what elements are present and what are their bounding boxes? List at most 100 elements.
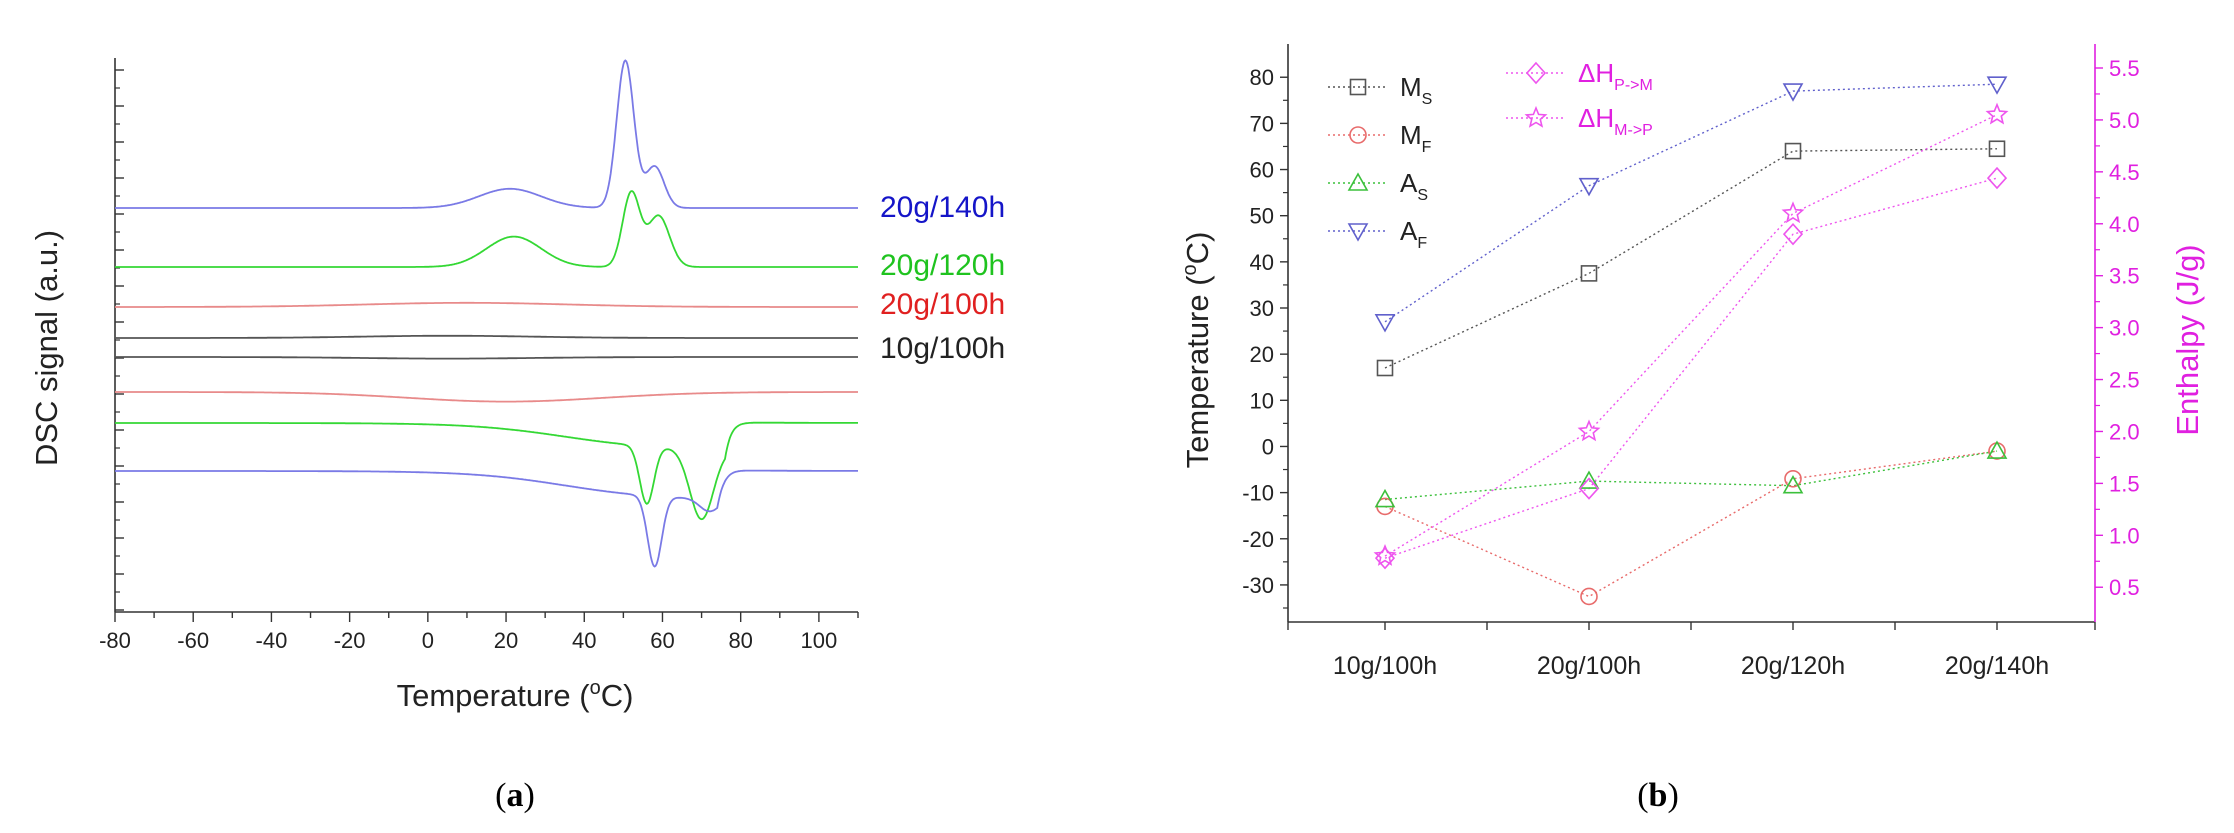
- marker-star: [1373, 544, 1397, 566]
- panel-b-y-tick-label: 80: [1250, 65, 1274, 90]
- panel-a-series-label: 10g/100h: [880, 332, 1005, 365]
- marker-triangle-up: [1782, 475, 1804, 494]
- panel-b-axes: [1280, 44, 2103, 630]
- panel-a-curve-heating: [115, 59, 858, 209]
- panel-a-x-tick-label: 60: [650, 628, 674, 653]
- panel-b-series-line: [1384, 450, 1998, 598]
- panel-a-curve-cooling: [115, 391, 858, 403]
- legend-label: AS: [1400, 168, 1428, 204]
- panel-a-curve-heating: [115, 190, 858, 268]
- panel-b-y2-tick-label: 4.0: [2109, 212, 2140, 237]
- panel-b-y2-tick-label: 1.5: [2109, 471, 2140, 496]
- marker-diamond: [1525, 61, 1547, 85]
- marker-circle: [1784, 469, 1802, 488]
- panel-b-y-tick-label: -10: [1242, 481, 1274, 506]
- panel-b-x-tick-label: 20g/140h: [1945, 652, 2049, 680]
- panel-a-x-tick-label: -20: [334, 628, 366, 653]
- legend-label: MS: [1400, 72, 1432, 108]
- legend-label: ΔHP->M: [1578, 58, 1653, 94]
- panel-b-y-tick-label: -20: [1242, 527, 1274, 552]
- marker-diamond: [1782, 222, 1804, 246]
- marker-diamond: [1374, 546, 1396, 570]
- panel-b-y-tick-label: 40: [1250, 250, 1274, 275]
- marker-square: [1784, 142, 1802, 160]
- marker-circle: [1349, 126, 1367, 144]
- marker-triangle-down: [1986, 76, 2008, 95]
- panel-a-x-tick-label: -80: [99, 628, 131, 653]
- panel-b-tick-labels: -30 -20 -10 0 10 20 30 40 50 60 70 80 0.5 1.0 1.5 2.0 2.…: [1242, 56, 2139, 680]
- panel-a-curve-heating: [115, 334, 858, 339]
- panel-b-y-tick-label: 70: [1250, 111, 1274, 136]
- marker-star: [1781, 201, 1805, 224]
- marker-square: [1580, 265, 1598, 282]
- panel-b-y-tick-label: -30: [1242, 573, 1274, 598]
- panel-b-y-tick-label: 0: [1262, 434, 1274, 459]
- panel-a-x-tick-labels: -80 -60 -40 -20 0 20 40 60 80 100: [99, 628, 837, 653]
- panel-a-curve-cooling: [115, 421, 858, 521]
- marker-square: [1376, 359, 1394, 377]
- panel-b-series-line: [1384, 114, 1998, 557]
- panel-a-x-axis-title: Temperature (oC): [397, 677, 634, 713]
- legend-label: AF: [1400, 216, 1427, 252]
- panel-a-series-label: 20g/100h: [880, 288, 1005, 321]
- panel-b-y2-tick-label: 1.0: [2109, 523, 2140, 548]
- marker-triangle-up: [1374, 488, 1396, 508]
- panel-b-series-line: [1384, 450, 1998, 501]
- panel-b-y-tick-label: 30: [1250, 296, 1274, 321]
- marker-triangle-up: [1986, 440, 2008, 459]
- panel-b-series-lines: [1384, 83, 1998, 598]
- panel-b-label: (b): [1637, 777, 1679, 814]
- panel-b-y-tick-label: 50: [1250, 204, 1274, 229]
- panel-a-series-label: 20g/120h: [880, 249, 1005, 282]
- panel-a-curve-heating: [115, 301, 858, 308]
- panel-b-markers: [1373, 76, 2009, 606]
- marker-triangle-up: [1578, 470, 1600, 489]
- panel-b-y2-tick-label: 4.5: [2109, 160, 2140, 185]
- panel-b-y-tick-label: 20: [1250, 342, 1274, 367]
- marker-triangle-down: [1578, 177, 1600, 197]
- marker-star: [1524, 105, 1548, 128]
- panel-b-y-tick-label: 10: [1250, 388, 1274, 413]
- panel-b-y2-tick-label: 3.0: [2109, 316, 2140, 341]
- marker-star: [1577, 419, 1601, 442]
- legend-label: ΔHM->P: [1578, 103, 1653, 139]
- panel-a-curve-cooling: [115, 469, 858, 568]
- panel-b-y-tick-label: 60: [1250, 158, 1274, 183]
- panel-a-label: (a): [495, 777, 535, 814]
- panel-a-x-tick-label: 100: [801, 628, 838, 653]
- panel-a-x-tick-label: -40: [256, 628, 288, 653]
- panel-a-series-label: 20g/140h: [880, 191, 1005, 224]
- panel-b-y2-tick-label: 5.5: [2109, 56, 2140, 81]
- marker-triangle-down: [1347, 223, 1369, 242]
- panel-b-transformation-chart: MS MF AS AF ΔHP->M ΔHM->P -30 -20 -10 0 10 20 30 40 5…: [1179, 44, 2205, 814]
- marker-square: [1349, 78, 1367, 96]
- panel-a-axes: [114, 58, 859, 622]
- marker-diamond: [1578, 477, 1600, 500]
- panel-b-y-axis-title: Temperature (oC): [1179, 232, 1215, 469]
- panel-b-y2-tick-label: 0.5: [2109, 575, 2140, 600]
- panel-b-x-tick-label: 20g/120h: [1741, 652, 1845, 680]
- panel-a-x-tick-label: 40: [572, 628, 596, 653]
- marker-triangle-up: [1347, 172, 1369, 191]
- panel-a-curve-cooling: [115, 356, 858, 360]
- panel-b-x-tick-label: 10g/100h: [1333, 652, 1437, 680]
- marker-square: [1988, 140, 2006, 158]
- panel-a-x-tick-label: 20: [494, 628, 518, 653]
- panel-b-y2-tick-label: 2.0: [2109, 419, 2140, 444]
- panel-b-y2-tick-label: 3.5: [2109, 264, 2140, 289]
- marker-circle: [1580, 587, 1598, 606]
- panel-b-y2-axis-title: Enthalpy (J/g): [2170, 244, 2205, 435]
- panel-b-legend: MS MF AS AF ΔHP->M ΔHM->P: [1328, 58, 1653, 252]
- panel-a-x-tick-label: 0: [422, 628, 434, 653]
- panel-b-series-line: [1384, 148, 1998, 369]
- panel-a-series-labels: 20g/140h 20g/120h 20g/100h 10g/100h: [880, 191, 1005, 365]
- marker-triangle-down: [1374, 314, 1396, 333]
- panel-a-x-tick-label: 80: [728, 628, 752, 653]
- panel-a-curves: [115, 59, 858, 568]
- panel-b-series-line: [1384, 83, 1998, 323]
- panel-b-y2-tick-label: 2.5: [2109, 368, 2140, 393]
- panel-b-y2-tick-label: 5.0: [2109, 108, 2140, 133]
- panel-b-series-line: [1384, 177, 1998, 559]
